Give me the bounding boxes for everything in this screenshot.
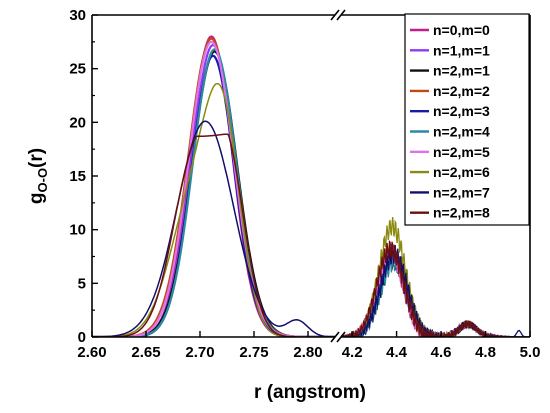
- y-tick-label: 5: [78, 275, 86, 292]
- right-plot-area: [341, 216, 530, 337]
- axis-break-top-mark: [330, 9, 340, 21]
- legend-label: n=1,m=1: [433, 42, 490, 58]
- x-tick-label: 4.4: [386, 344, 408, 361]
- legend-label: n=2,m=2: [433, 83, 490, 99]
- x-tick-label: 5.0: [520, 344, 541, 361]
- x-tick-label: 2.70: [185, 344, 214, 361]
- series-line-left-n=2,m=4: [92, 48, 335, 337]
- y-axis-label-subscript: O-O: [35, 168, 50, 193]
- series-line-left-n=2,m=8: [92, 133, 335, 337]
- legend-label: n=2,m=7: [433, 184, 490, 200]
- legend-label: n=2,m=3: [433, 103, 490, 119]
- x-tick-label: 4.2: [342, 344, 363, 361]
- series-line-left-n=2,m=6: [92, 82, 335, 337]
- x-tick-label: 2.65: [131, 344, 160, 361]
- series-line-left-n=2,m=1: [92, 50, 335, 337]
- x-tick-label: 2.75: [239, 344, 268, 361]
- y-axis-label-main: g: [26, 193, 47, 205]
- legend-label: n=2,m=6: [433, 164, 490, 180]
- axis-break-bottom-mark: [330, 331, 340, 343]
- x-axis-label: r (angstrom): [254, 382, 366, 403]
- x-tick-label: 4.8: [475, 344, 496, 361]
- y-tick-label: 10: [69, 222, 86, 239]
- legend-label: n=2,m=5: [433, 144, 490, 160]
- y-tick-label: 0: [78, 329, 86, 346]
- x-tick-label: 2.80: [293, 344, 322, 361]
- left-plot-area: [92, 35, 335, 337]
- legend-label: n=0,m=0: [433, 22, 490, 38]
- legend-label: n=2,m=8: [433, 205, 490, 221]
- y-axis-label: gO-O(r): [26, 148, 50, 204]
- series-line-left-n=0,m=0: [92, 35, 335, 337]
- x-tick-label: 4.6: [431, 344, 452, 361]
- legend: n=0,m=0 n=1,m=1 n=2,m=1 n=2,m=2 n=2,m=3 n=2,m…: [404, 13, 530, 226]
- series-line-left-n=2,m=7: [92, 120, 335, 337]
- series-line-left-n=2,m=2: [92, 37, 335, 337]
- ticks: 0 5 10 15 20 25 30 2.60 2.65 2.70 2.75 2.80 4.2 4.4 4.…: [69, 7, 540, 361]
- y-tick-label: 15: [69, 168, 86, 185]
- series-line-left-n=2,m=3: [92, 54, 335, 337]
- y-tick-label: 30: [69, 7, 86, 24]
- y-axis-label-suffix: (r): [26, 148, 47, 168]
- x-tick-label: 2.60: [77, 344, 106, 361]
- series-line-right-n=2,m=7: [341, 245, 530, 337]
- series-line-right-n=2,m=4: [341, 252, 530, 337]
- y-tick-label: 20: [69, 114, 86, 131]
- legend-label: n=2,m=1: [433, 63, 490, 79]
- legend-label: n=2,m=4: [433, 124, 490, 140]
- y-tick-label: 25: [69, 61, 86, 78]
- axis-break-bottom-mark: [336, 331, 346, 343]
- axis-break-top-mark: [336, 9, 346, 21]
- series-line-left-n=1,m=1: [92, 43, 335, 337]
